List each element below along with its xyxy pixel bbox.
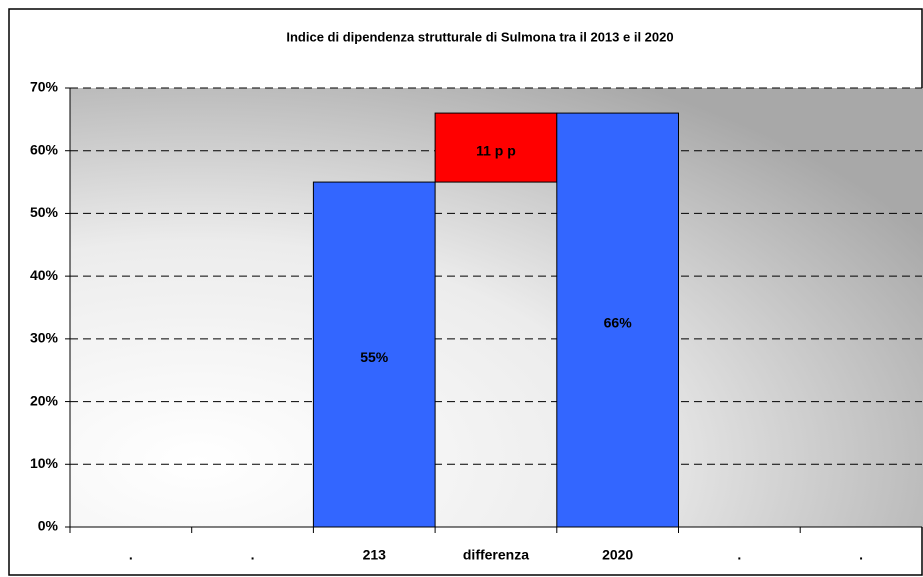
y-tick-label: 40%: [30, 267, 59, 283]
y-tick-label: 50%: [30, 204, 59, 220]
data-label: 11 p p: [476, 142, 516, 158]
x-tick-label: differenza: [463, 547, 529, 563]
data-label: 55%: [360, 349, 389, 365]
y-tick-label: 0%: [38, 518, 59, 534]
x-tick-label: .: [859, 547, 863, 563]
x-tick-label: .: [129, 547, 133, 563]
y-tick-label: 30%: [30, 330, 59, 346]
x-tick-label: .: [251, 547, 255, 563]
bar: [556, 112, 679, 528]
y-tick-label: 70%: [30, 79, 59, 95]
y-tick-label: 20%: [30, 392, 59, 408]
bar: [434, 112, 558, 183]
y-tick-label: 10%: [30, 455, 59, 471]
bar: [312, 181, 436, 528]
x-tick-label: 213: [363, 547, 387, 563]
x-tick-label: .: [737, 547, 741, 563]
x-tick-label: 2020: [602, 547, 633, 563]
y-tick-label: 60%: [30, 141, 59, 157]
chart-title: Indice di dipendenza strutturale di Sulm…: [286, 29, 673, 44]
data-label: 66%: [604, 315, 633, 331]
